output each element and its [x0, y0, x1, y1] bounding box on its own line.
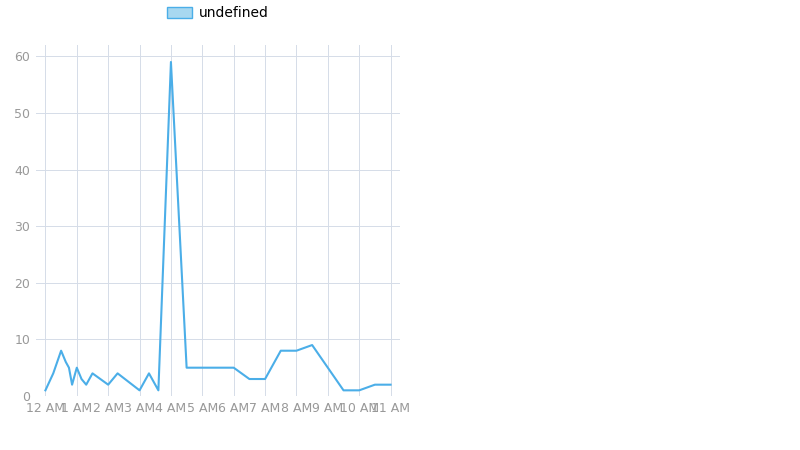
Legend: undefined: undefined	[167, 6, 269, 20]
